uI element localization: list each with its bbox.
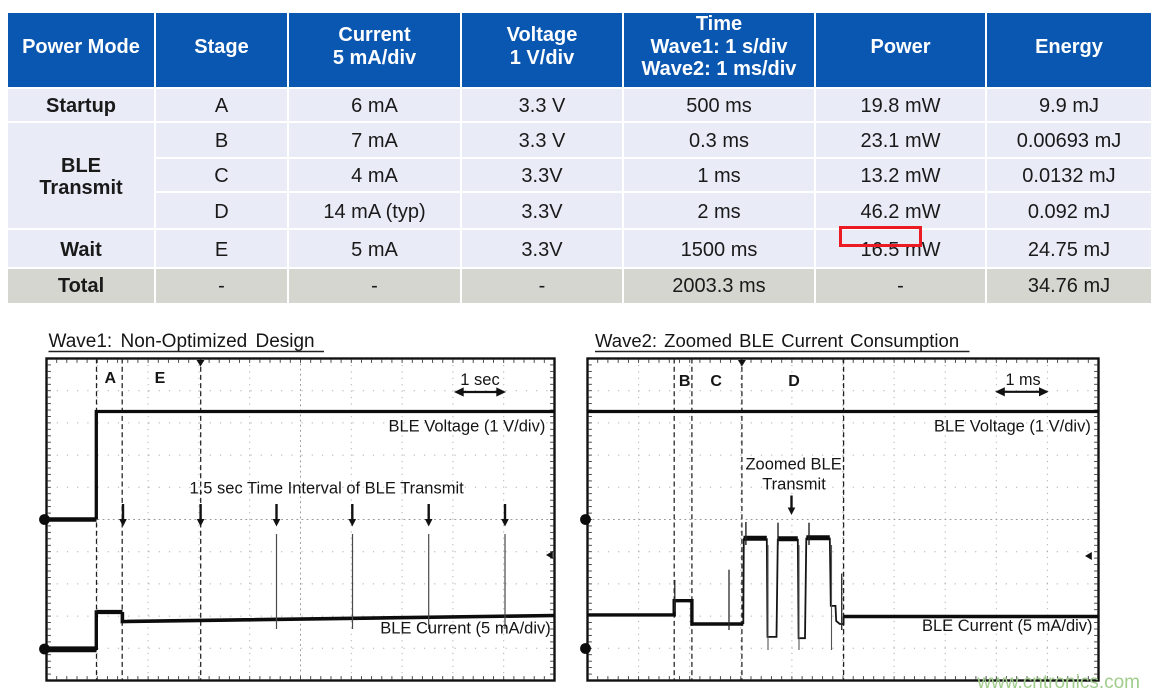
svg-text:www.cntronics.com: www.cntronics.com [976,672,1140,693]
svg-text:A: A [105,370,117,387]
svg-text:BLE Voltage (1 V/div): BLE Voltage (1 V/div) [934,418,1091,436]
svg-text:Transmit: Transmit [762,476,826,494]
svg-text:BLE Voltage (1 V/div): BLE Voltage (1 V/div) [389,417,546,435]
svg-text:BLE Current (5 mA/div): BLE Current (5 mA/div) [922,617,1093,635]
svg-text:Wave2: Zoomed BLE Current Cons: Wave2: Zoomed BLE Current Consumption [595,330,959,351]
svg-text:D: D [788,373,800,390]
svg-text:BLE Current (5 mA/div): BLE Current (5 mA/div) [380,620,551,638]
svg-text:C: C [710,373,722,390]
svg-text:1 ms: 1 ms [1005,371,1040,389]
svg-text:Wave1: Non-Optimized Design: Wave1: Non-Optimized Design [49,331,315,352]
svg-text:B: B [679,373,691,390]
svg-text:1 sec: 1 sec [460,371,499,389]
svg-text:1.5 sec Time Interval of BLE T: 1.5 sec Time Interval of BLE Transmit [190,480,465,498]
svg-text:E: E [155,370,166,387]
svg-text:Zoomed BLE: Zoomed BLE [745,455,841,473]
